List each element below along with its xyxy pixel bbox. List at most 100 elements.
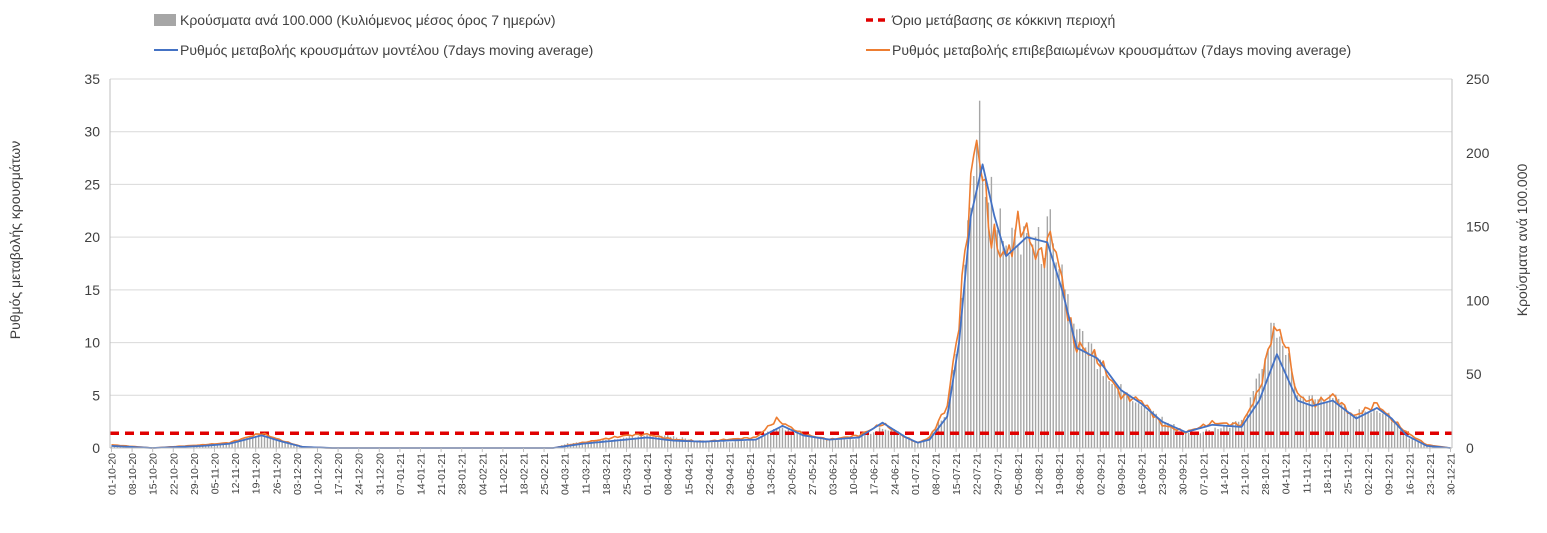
cases-bar bbox=[693, 440, 695, 448]
cases-bar bbox=[796, 432, 798, 448]
cases-bar bbox=[1026, 233, 1028, 448]
cases-bar bbox=[1111, 383, 1113, 448]
cases-bar bbox=[1005, 245, 1007, 448]
cases-bar bbox=[246, 437, 248, 448]
cases-bar bbox=[1061, 264, 1063, 448]
cases-bar bbox=[296, 445, 298, 448]
x-tick-label: 01-10-20 bbox=[106, 453, 118, 495]
x-tick-label: 28-01-21 bbox=[457, 453, 469, 495]
x-tick-label: 08-07-21 bbox=[931, 453, 943, 495]
cases-bar bbox=[805, 434, 807, 448]
x-tick-label: 10-12-20 bbox=[312, 453, 324, 495]
cases-bar bbox=[631, 436, 634, 448]
cases-bar bbox=[978, 100, 981, 448]
x-tick-label: 25-03-21 bbox=[621, 453, 633, 495]
cases-bar bbox=[278, 439, 280, 448]
cases-bar bbox=[1108, 381, 1110, 448]
gridlines bbox=[110, 78, 1452, 396]
x-tick-label: 04-02-21 bbox=[477, 453, 489, 495]
cases-bar bbox=[1031, 244, 1034, 448]
cases-bar bbox=[799, 433, 801, 448]
cases-bar bbox=[1143, 405, 1146, 448]
cases-bar bbox=[902, 434, 904, 448]
cases-bar bbox=[1376, 410, 1378, 448]
x-tick-label: 11-03-21 bbox=[580, 453, 592, 494]
cases-bar bbox=[1396, 424, 1399, 448]
cases-bar bbox=[1067, 294, 1069, 448]
cases-bar bbox=[711, 441, 713, 448]
x-tick-label: 25-02-21 bbox=[539, 453, 551, 495]
cases-bar bbox=[1296, 394, 1299, 448]
cases-bar bbox=[1285, 354, 1287, 448]
cases-bar bbox=[667, 435, 669, 448]
x-tick-label: 17-12-20 bbox=[333, 453, 345, 495]
cases-bar bbox=[587, 440, 589, 448]
cases-bar bbox=[1129, 394, 1131, 448]
cases-bar bbox=[1014, 229, 1016, 448]
cases-bar bbox=[1317, 399, 1319, 448]
cases-bar bbox=[714, 441, 716, 448]
cases-bar bbox=[899, 433, 901, 448]
cases-bar bbox=[996, 230, 999, 448]
cases-bar bbox=[690, 439, 692, 448]
cases-bar bbox=[1411, 437, 1413, 448]
cases-bar bbox=[1011, 227, 1013, 448]
x-tick-label: 25-11-21 bbox=[1343, 453, 1355, 494]
cases-bar bbox=[213, 444, 216, 448]
cases-bar bbox=[1134, 402, 1137, 448]
cases-bar bbox=[1017, 245, 1019, 448]
cases-bar bbox=[708, 440, 710, 448]
cases-bar bbox=[728, 442, 731, 448]
x-tick-label: 05-11-20 bbox=[209, 453, 221, 494]
cases-bar bbox=[831, 438, 834, 448]
cases-bar bbox=[817, 438, 819, 448]
y-left-tick-label: 5 bbox=[92, 387, 100, 403]
cases-bar bbox=[1123, 391, 1125, 448]
cases-bar bbox=[767, 431, 769, 448]
cases-bar bbox=[196, 446, 198, 448]
cases-bar bbox=[210, 444, 213, 448]
cases-bar bbox=[875, 431, 878, 448]
cases-bar bbox=[1164, 422, 1166, 448]
cases-bar bbox=[678, 438, 681, 448]
cases-bar bbox=[719, 442, 722, 448]
cases-bar bbox=[911, 439, 913, 448]
cases-bar bbox=[675, 437, 678, 448]
y-left-tick-label: 25 bbox=[84, 176, 100, 192]
cases-bar bbox=[672, 436, 675, 448]
cases-bar bbox=[1158, 419, 1160, 448]
cases-bar bbox=[1229, 427, 1231, 448]
x-tick-label: 18-02-21 bbox=[518, 453, 530, 495]
y-left-tick-label: 35 bbox=[84, 71, 100, 87]
cases-bar bbox=[1273, 322, 1275, 448]
cases-bar bbox=[1176, 427, 1178, 448]
cases-bar bbox=[852, 439, 854, 448]
cases-bar bbox=[893, 429, 895, 448]
cases-bar bbox=[1187, 432, 1190, 448]
cases-bar bbox=[1020, 254, 1022, 448]
cases-bar bbox=[878, 427, 881, 448]
y-left-tick-label: 20 bbox=[84, 229, 100, 245]
cases-bar bbox=[269, 436, 272, 448]
x-tick-label: 15-04-21 bbox=[683, 453, 695, 495]
cases-bar bbox=[770, 430, 772, 448]
cases-bar bbox=[1023, 226, 1025, 448]
cases-bar bbox=[1084, 347, 1087, 448]
cases-bar bbox=[216, 443, 219, 448]
x-tick-label: 16-09-21 bbox=[1137, 453, 1149, 495]
cases-bar bbox=[1246, 413, 1249, 448]
y-right-tick-label: 100 bbox=[1466, 292, 1490, 308]
cases-bar bbox=[1093, 351, 1096, 448]
cases-bar bbox=[257, 434, 260, 448]
cases-bar bbox=[855, 439, 857, 448]
cases-bar bbox=[1102, 376, 1104, 448]
cases-bar bbox=[1420, 443, 1422, 448]
y-left-tick-label: 10 bbox=[84, 335, 100, 351]
cases-bar bbox=[611, 440, 613, 448]
x-tick-label: 04-11-21 bbox=[1281, 453, 1293, 494]
cases-bar bbox=[1226, 426, 1228, 448]
cases-bar bbox=[722, 441, 725, 448]
x-tick-label: 13-05-21 bbox=[766, 453, 778, 495]
cases-bar bbox=[596, 440, 598, 448]
cases-bar bbox=[1043, 257, 1046, 448]
